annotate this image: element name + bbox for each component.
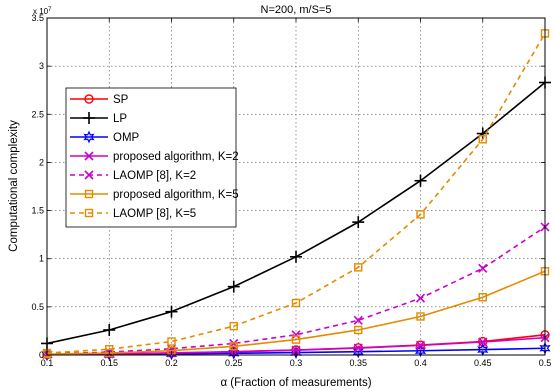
data-point-plus [227,280,240,293]
y-tick-label: 3.5 [31,13,44,23]
x-tick-label: 0.1 [41,358,54,368]
legend-label: LAOMP [8], K=2 [113,170,196,182]
data-point-plus [290,250,302,263]
legend-label: LAOMP [8], K=5 [113,208,196,220]
x-tick-label: 0.25 [225,358,243,368]
data-point-x [353,343,363,353]
x-tick-label: 0.15 [100,358,118,368]
legend-box [65,87,237,228]
legend-item: LP [70,112,127,125]
legend-label: LP [113,113,127,125]
legend-item: SP [70,94,129,106]
series-line [46,33,546,354]
data-point-square [84,208,94,218]
x-axis-title: α (Fraction of measurements) [220,377,371,389]
data-point-star [352,345,364,359]
data-point-square [291,298,301,308]
data-point-x [415,340,426,350]
data-point-x [84,151,94,161]
data-point-plus [165,305,178,318]
legend-label: OMP [113,132,140,144]
legend-item: LAOMP [8], K=2 [70,170,196,182]
x-tick-label: 0.3 [290,358,303,368]
chart-title: N=200, m/S=5 [261,4,332,16]
data-point-square [416,312,425,321]
data-point-square [229,342,238,351]
y-tick-label: 2 [39,157,44,167]
x-tick-label: 0.35 [349,358,367,368]
data-point-square [167,337,176,346]
legend-label: SP [113,94,129,106]
axis-ticks: 0.1 0.15 0.2 0.25 0.3 0.35 0.4 0.45 0.5 0 0.5 1 1.5 2… [31,13,551,368]
series-6 [42,29,550,358]
data-point-square [291,335,301,344]
y-tick-label: 1 [39,254,44,264]
y-tick-label: 0.5 [31,302,44,312]
y-tick-label: 0 [39,350,44,360]
legend-label: proposed algorithm, K=5 [113,189,239,201]
y-axis-multiplier-base: x 10 [33,7,49,16]
y-axis-title: Computational complexity [8,120,20,252]
data-point-square [416,210,425,219]
data-point-plus [352,216,365,229]
x-tick-label: 0.4 [414,358,427,368]
data-point-square [229,321,238,331]
data-point-x [291,345,301,355]
x-tick-label: 0.45 [474,358,492,368]
data-point-square [478,293,487,302]
y-axis-multiplier-exponent: 7 [48,7,52,13]
x-tick-label: 0.2 [165,358,178,368]
y-tick-label: 3 [39,61,44,71]
data-point-star [414,344,427,358]
data-point-x [353,315,363,325]
data-point-plus [83,112,95,124]
legend: SP LP OMP proposed algorithm, K=2 LAOMP [8],… [65,87,239,228]
data-point-x [478,337,488,347]
data-point-plus [103,323,116,336]
data-point-square [478,135,487,144]
data-point-circle [84,94,94,104]
data-point-plus [414,174,427,187]
y-tick-label: 2.5 [31,109,44,119]
data-point-x [478,263,488,273]
legend-item: proposed algorithm, K=5 [70,189,239,201]
legend-item: LAOMP [8], K=5 [70,208,196,220]
series-line [46,226,546,355]
data-point-x [415,293,426,303]
x-tick-label: 0.5 [539,358,552,368]
data-point-square [84,189,94,199]
y-tick-label: 1.5 [31,206,44,216]
data-point-square [354,263,363,272]
data-point-x [291,330,301,340]
series-line [46,270,546,356]
legend-label: proposed algorithm, K=2 [113,151,239,163]
data-point-star [228,346,240,360]
y-axis-multiplier: x 107 [33,7,52,16]
data-point-star [83,130,95,144]
data-point-x [84,170,94,180]
legend-item: proposed algorithm, K=2 [70,151,239,163]
data-point-square [354,325,363,335]
legend-item: OMP [70,130,140,144]
